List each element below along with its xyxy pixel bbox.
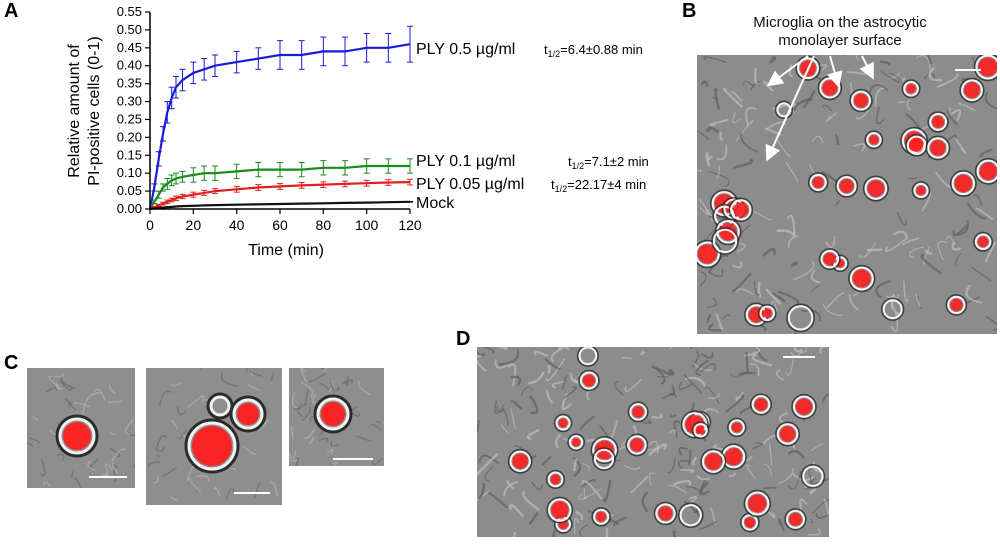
scale-bar: [955, 69, 981, 71]
y-tick-label: 0.10: [117, 165, 142, 180]
panel-c-micrograph-1: [27, 368, 135, 488]
x-tick-label: 60: [272, 217, 288, 233]
scale-bar: [333, 458, 373, 460]
x-axis-label: Time (min): [248, 242, 324, 259]
arrow-1: [766, 55, 809, 87]
half-time-label: t1/2=6.4±0.88 min: [544, 42, 643, 59]
y-tick-label: 0.05: [117, 183, 142, 198]
arrow-4: [859, 55, 874, 80]
y-axis-label-line2: PI-positive cells (0-1): [86, 36, 103, 185]
half-time-label: t1/2=7.1±2 min: [568, 154, 649, 171]
panel-c-micrograph-3: [289, 368, 384, 466]
y-tick-label: 0.25: [117, 111, 142, 126]
y-tick-label: 0.15: [117, 147, 142, 162]
y-tick-label: 0.00: [117, 201, 142, 216]
half-time-label: t1/2=22.17±4 min: [551, 177, 646, 194]
arrow-3: [827, 55, 843, 88]
x-tick-label: 120: [398, 217, 422, 233]
caption-line-1: Microglia on the astrocytic: [753, 14, 927, 31]
panel-b-arrows: [765, 55, 874, 162]
x-axis-ticks: 0 20 40 60 80 100 120: [146, 209, 422, 233]
scale-bar: [783, 356, 815, 358]
chart-series: [148, 25, 413, 211]
series-name-label: PLY 0.5 µg/ml: [416, 41, 515, 58]
panel-label-c: C: [4, 352, 19, 374]
series-line: [149, 200, 411, 211]
series-name-label: PLY 0.05 µg/ml: [416, 176, 524, 193]
series-1: [149, 158, 413, 210]
y-tick-label: 0.40: [117, 58, 142, 73]
series-3: [149, 200, 413, 211]
y-tick-label: 0.50: [117, 22, 142, 37]
x-tick-label: 0: [146, 217, 154, 233]
panel-label-a: A: [4, 0, 19, 22]
y-tick-label: 0.55: [117, 4, 142, 19]
panel-d-micrograph: [477, 347, 829, 537]
panel-label-b: B: [682, 0, 697, 22]
x-tick-label: 20: [186, 217, 202, 233]
x-tick-label: 100: [355, 217, 379, 233]
y-tick-label: 0.45: [117, 40, 142, 55]
scale-bar: [89, 476, 127, 478]
panel-b-caption: Microglia on the astrocytic monolayer su…: [700, 14, 980, 50]
series-0: [148, 25, 413, 210]
y-axis-label-line1: Relative amount of: [66, 44, 83, 178]
y-tick-label: 0.35: [117, 76, 142, 91]
series-name-label: Mock: [416, 195, 455, 212]
micrograph-b-image: [697, 55, 997, 334]
time-course-chart: 0.00 0.05 0.10 0.15 0.20 0.25 0.30 0.35 0.40 0.45…: [66, 4, 649, 259]
series-line: [148, 43, 411, 210]
caption-line-2: monolayer surface: [778, 32, 902, 49]
series-line: [149, 181, 411, 211]
arrow-2: [765, 55, 815, 162]
panel-b-micrograph: [697, 55, 997, 334]
scale-bar: [234, 492, 270, 494]
x-tick-label: 40: [229, 217, 245, 233]
y-tick-label: 0.20: [117, 129, 142, 144]
series-labels: PLY 0.5 µg/ml t1/2=6.4±0.88 min PLY 0.1 µg…: [416, 41, 649, 212]
x-tick-label: 80: [316, 217, 332, 233]
y-axis-ticks: 0.00 0.05 0.10 0.15 0.20 0.25 0.30 0.35 0.40 0.45…: [117, 4, 150, 216]
panel-label-d: D: [456, 328, 471, 350]
panel-c-micrograph-2: [146, 368, 282, 505]
y-tick-label: 0.30: [117, 94, 142, 109]
series-line: [149, 164, 410, 210]
series-name-label: PLY 0.1 µg/ml: [416, 153, 515, 170]
